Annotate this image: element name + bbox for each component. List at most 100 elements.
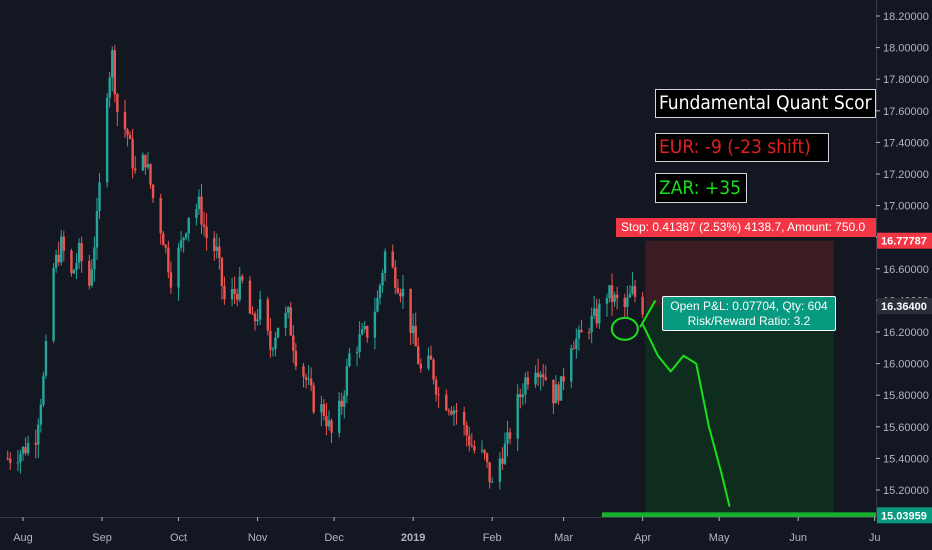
candle xyxy=(24,437,27,456)
current-price-tag-text: 16.36400 xyxy=(881,301,927,313)
candle xyxy=(557,381,560,405)
candle xyxy=(544,365,547,382)
candle xyxy=(256,308,259,326)
candle-body xyxy=(575,338,578,349)
price-axis[interactable]: 18.20000 18.00000 17.80000 17.60000 17.40000… xyxy=(876,0,932,550)
candle-body xyxy=(179,240,183,248)
candle xyxy=(559,376,563,401)
candle xyxy=(526,371,530,390)
candle xyxy=(394,260,397,295)
candle-body xyxy=(54,254,58,268)
candle-body xyxy=(292,335,295,351)
candle-body xyxy=(52,267,55,342)
candle-body xyxy=(414,325,417,347)
time-axis[interactable]: Aug Sep Oct Nov Dec 2019 Feb Mar Apr May Jun Ju xyxy=(0,517,932,550)
candle-body xyxy=(126,129,129,136)
candle-body xyxy=(116,94,119,113)
candle-body xyxy=(447,410,451,412)
price-tick-label: 15.80000 xyxy=(883,390,929,402)
candle xyxy=(195,203,198,226)
candle xyxy=(108,72,111,108)
candle xyxy=(205,212,208,251)
candle-body xyxy=(123,112,127,130)
candle xyxy=(182,236,185,253)
candle-body xyxy=(258,299,262,320)
candle xyxy=(304,373,308,389)
highlight-circle xyxy=(610,316,639,341)
candle xyxy=(378,283,382,305)
open-pnl-box[interactable]: Open P&L: 0.07704, Qty: 604 Risk/Reward … xyxy=(662,296,836,331)
stop-loss-label[interactable]: Stop: 0.41387 (2.53%) 4138.7, Amount: 75… xyxy=(616,218,876,237)
candle xyxy=(330,418,333,443)
candle xyxy=(149,163,152,189)
open-pnl-text: Open P&L: 0.07704, Qty: 604 xyxy=(670,299,828,313)
candle-body xyxy=(202,224,206,227)
candle-body xyxy=(205,226,208,239)
stop-price-tag-bg xyxy=(877,232,932,249)
candle-body xyxy=(595,308,598,324)
candle xyxy=(95,197,99,260)
candle xyxy=(468,426,471,452)
candle xyxy=(271,346,275,357)
candle xyxy=(524,372,527,404)
price-tags: 16.77787 16.36400 15.03959 xyxy=(877,232,932,524)
candle-body xyxy=(287,307,290,313)
candle xyxy=(179,231,183,252)
candle-body xyxy=(519,394,522,398)
price-tick-label: 17.20000 xyxy=(883,169,929,181)
candle-body xyxy=(330,420,333,433)
candle-body xyxy=(343,395,346,407)
candle xyxy=(248,276,252,314)
price-tick-label: 15.40000 xyxy=(883,453,929,465)
candle xyxy=(80,236,83,273)
candle xyxy=(284,306,287,336)
candle-body xyxy=(21,447,25,454)
candle xyxy=(593,295,596,320)
candle xyxy=(345,358,349,404)
candle xyxy=(146,152,150,170)
candle-body xyxy=(429,355,433,360)
time-tick-label: Aug xyxy=(13,532,33,544)
candle-body xyxy=(587,332,591,334)
candle xyxy=(131,128,134,179)
candle xyxy=(414,312,417,347)
candle xyxy=(141,152,145,171)
candle-body xyxy=(468,435,471,446)
candle-body xyxy=(164,245,167,248)
candle xyxy=(427,347,430,371)
price-tick-label: 15.60000 xyxy=(883,422,929,434)
candle xyxy=(434,376,438,402)
candle-body xyxy=(623,297,626,307)
time-tick-label: Apr xyxy=(634,532,651,544)
candle-body xyxy=(327,420,331,427)
candle xyxy=(60,229,63,266)
candle-body xyxy=(62,236,65,251)
candle-body xyxy=(88,260,91,286)
price-tick-label: 15.20000 xyxy=(883,485,929,497)
candle-body xyxy=(238,276,241,300)
candle-body xyxy=(562,376,565,382)
candle-body xyxy=(394,267,397,288)
candle xyxy=(230,277,234,307)
candle xyxy=(363,321,366,333)
price-axis-bg xyxy=(876,0,932,550)
candle-body xyxy=(483,450,486,454)
candle xyxy=(128,131,132,140)
candle-body xyxy=(215,246,218,251)
candle-body xyxy=(95,211,99,248)
candle-body xyxy=(626,297,629,307)
candle-body xyxy=(236,293,239,300)
candle xyxy=(113,45,116,103)
candle-body xyxy=(590,315,593,333)
candle xyxy=(590,307,593,344)
candle xyxy=(452,405,456,426)
candle-body xyxy=(248,280,252,314)
candle xyxy=(376,290,379,313)
candle-body xyxy=(302,366,305,377)
candle xyxy=(516,384,519,452)
candle xyxy=(631,272,634,296)
price-tick-label: 18.00000 xyxy=(883,43,929,55)
candle xyxy=(44,334,48,379)
time-axis-bg xyxy=(0,517,932,550)
